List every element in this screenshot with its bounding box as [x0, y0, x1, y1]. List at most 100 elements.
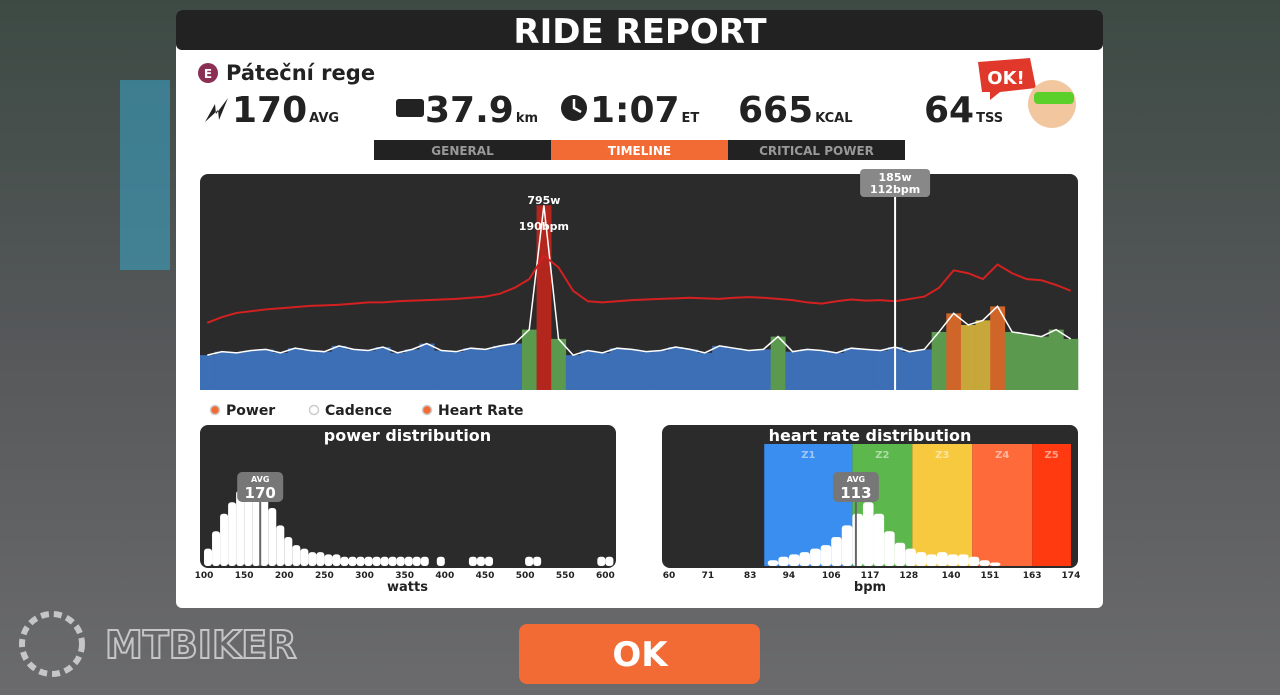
power-bar — [536, 205, 552, 390]
legend-dot — [308, 404, 320, 416]
cursor-box — [860, 169, 931, 197]
hist-bar — [284, 537, 293, 566]
power-bar — [580, 350, 596, 390]
avg-box — [832, 472, 879, 502]
x-tick-label: 174 — [1062, 571, 1081, 581]
hist-bar — [268, 508, 277, 566]
watermark: MTBIKER — [105, 623, 297, 667]
tabs[interactable]: GENERAL TIMELINE CRITICAL POWER — [374, 140, 905, 160]
x-tick-label: 94 — [783, 571, 796, 581]
power-bar — [873, 350, 889, 390]
stat-value: 37.9 — [425, 90, 514, 131]
avg-value: 170 — [245, 484, 276, 502]
hist-bar — [926, 554, 937, 566]
power-bar — [229, 352, 245, 390]
cursor-power: 185w — [879, 171, 912, 184]
power-bar — [682, 349, 698, 390]
tab-label[interactable]: GENERAL — [431, 144, 494, 158]
hist-bar — [380, 556, 389, 566]
hist-bar — [372, 556, 381, 566]
power-bar — [258, 349, 274, 390]
power-bar — [1034, 336, 1050, 390]
badge-circle — [198, 63, 218, 83]
mascot-text: OK! — [987, 68, 1024, 89]
power-bar — [200, 355, 215, 390]
power-bar — [507, 343, 523, 390]
zone-label: Z5 — [1044, 450, 1058, 461]
hist-bar — [236, 490, 245, 566]
power-bar — [814, 350, 830, 390]
x-tick-label: 600 — [596, 571, 615, 581]
power-bar — [492, 345, 508, 390]
stat-value: 1:07 — [590, 90, 680, 131]
x-tick-label: 106 — [822, 571, 841, 581]
power-bar — [404, 349, 420, 390]
dist-title: heart rate distribution — [769, 426, 972, 445]
hr-line — [206, 254, 1072, 324]
badge: E — [204, 67, 212, 81]
power-bar — [448, 351, 464, 390]
stat-unit: AVG — [309, 111, 339, 126]
cursor-hr: 112bpm — [870, 183, 920, 196]
title-bar — [176, 10, 1103, 50]
stat-value: 665 — [738, 90, 813, 131]
hist-bar — [841, 525, 853, 566]
x-tick-label: 250 — [315, 571, 334, 581]
hist-bar — [778, 556, 789, 566]
hist-bar — [220, 513, 229, 566]
stat-unit: km — [516, 111, 538, 126]
power-bar — [1004, 331, 1020, 390]
power-bar — [302, 350, 318, 390]
hist-bar — [292, 545, 301, 566]
stat-unit: KCAL — [815, 111, 852, 126]
ride-name: Páteční rege — [226, 61, 375, 85]
power-bar — [595, 352, 611, 390]
ok-button-label[interactable]: OK — [612, 635, 669, 675]
zone-label: Z1 — [801, 450, 815, 461]
stat-unit: TSS — [976, 111, 1003, 126]
x-tick-label: 60 — [663, 571, 676, 581]
x-tick-label: 71 — [702, 571, 715, 581]
hist-bar — [436, 556, 445, 566]
hist-bar — [276, 525, 285, 566]
power-bar — [331, 345, 347, 390]
power-bar — [799, 349, 815, 390]
x-tick-label: 350 — [395, 571, 414, 581]
tab[interactable] — [374, 140, 551, 160]
x-tick-label: 83 — [744, 571, 757, 581]
hist-bar — [958, 554, 969, 566]
hist-bar — [324, 554, 333, 566]
tab-label[interactable]: CRITICAL POWER — [759, 144, 874, 158]
hist-bar — [308, 552, 317, 566]
avg-value: 113 — [840, 484, 871, 502]
ok-button[interactable] — [519, 624, 760, 684]
tab-label[interactable]: TIMELINE — [608, 144, 671, 158]
mascot-glasses — [1034, 92, 1074, 104]
x-tick-label: 151 — [980, 571, 999, 581]
x-tick-label: 140 — [942, 571, 961, 581]
hist-bar — [468, 556, 477, 566]
power-bar — [785, 351, 801, 390]
x-tick-label: 300 — [355, 571, 374, 581]
hist-bar — [356, 556, 365, 566]
power-bar — [712, 345, 728, 390]
power-icon — [205, 98, 228, 122]
hist-bar — [260, 484, 269, 566]
x-tick-label: 163 — [1023, 571, 1042, 581]
avg-caption: AVG — [251, 475, 269, 484]
hist-bar — [332, 554, 341, 566]
power-bar — [858, 349, 874, 390]
title: RIDE REPORT — [513, 12, 767, 52]
legend: Power Cadence Heart Rate — [209, 403, 524, 419]
power-bar — [975, 320, 991, 390]
stat-unit: ET — [682, 111, 700, 126]
hist-bar — [476, 556, 485, 566]
tab[interactable] — [728, 140, 905, 160]
tab[interactable] — [551, 140, 728, 160]
hist-bar — [348, 556, 357, 566]
hist-bar — [810, 548, 821, 566]
hist-bar — [947, 554, 959, 566]
power-bar — [273, 352, 289, 390]
